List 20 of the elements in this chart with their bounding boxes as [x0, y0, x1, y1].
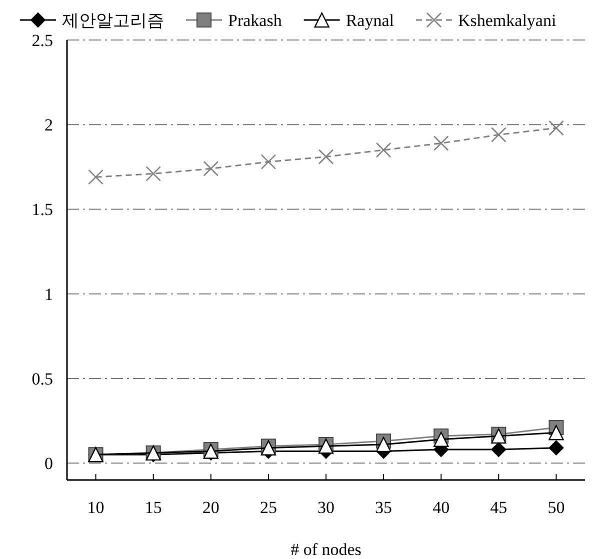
x-tick-label: 40	[432, 498, 450, 517]
legend-label: 제안알고리즘	[62, 11, 164, 30]
y-tick-label: 2	[44, 116, 53, 135]
x-tick-label: 20	[202, 498, 220, 517]
x-tick-label: 25	[260, 498, 277, 517]
legend-label: Kshemkalyani	[458, 11, 556, 30]
x-tick-label: 30	[318, 498, 334, 517]
y-tick-label: 0	[44, 454, 53, 474]
x-tick-label: 35	[375, 498, 392, 517]
x-tick-label: 15	[144, 498, 162, 517]
y-tick-label: 0.5	[32, 369, 53, 388]
x-tick-label: 50	[548, 498, 565, 517]
legend-label: Raynal	[346, 11, 394, 30]
y-tick-label: 2.5	[32, 31, 53, 50]
x-tick-label: 10	[87, 498, 104, 517]
legend-label: Prakash	[228, 11, 282, 30]
y-tick-label: 1	[44, 284, 53, 304]
y-tick-label: 1.5	[32, 200, 53, 220]
x-tick-label: 45	[490, 498, 508, 517]
x-axis-title: # of nodes	[290, 540, 362, 559]
